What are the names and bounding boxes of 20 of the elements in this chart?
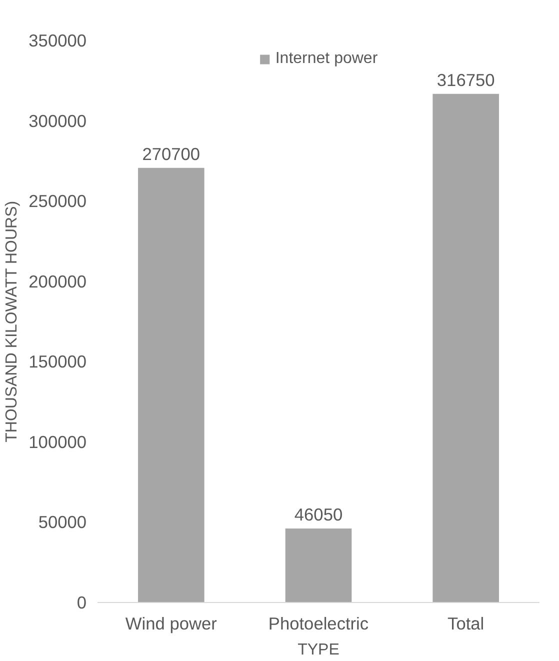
bar [285, 528, 352, 602]
data-label: 270700 [142, 144, 200, 164]
y-tick-label: 150000 [28, 352, 87, 372]
x-tick-label: Total [448, 614, 484, 634]
y-tick-label: 0 [76, 592, 87, 612]
legend-label: Internet power [275, 50, 378, 68]
y-tick-label: 100000 [28, 432, 87, 452]
y-tick-label: 200000 [28, 271, 87, 292]
bar [138, 168, 204, 602]
y-tick-label: 50000 [38, 512, 86, 532]
y-tick-label: 350000 [28, 30, 87, 50]
x-tick-label: Wind power [125, 614, 218, 634]
y-axis-title: THOUSAND KILOWATT HOURS) [4, 200, 21, 442]
x-axis-title: TYPE [298, 642, 340, 658]
x-tick-label: Photoelectric [268, 614, 369, 634]
data-label: 316750 [436, 70, 495, 90]
bar [432, 94, 499, 602]
y-tick-label: 250000 [28, 191, 87, 212]
data-label: 46050 [294, 504, 343, 525]
y-tick-label: 300000 [28, 110, 87, 131]
